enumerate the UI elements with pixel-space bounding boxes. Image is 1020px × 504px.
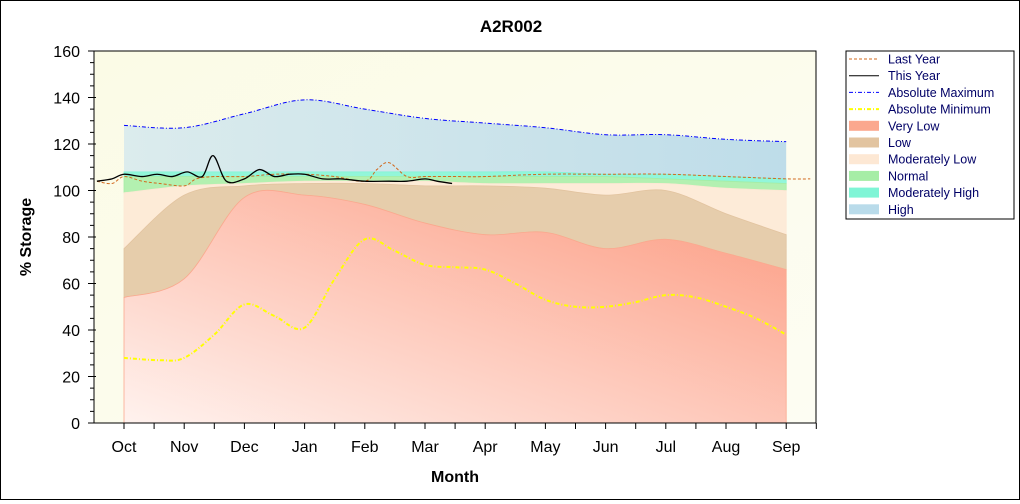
- series-absolute-maximum: [123, 99, 787, 143]
- x-tick-label: Jan: [292, 439, 318, 456]
- y-axis-label: % Storage: [18, 198, 35, 276]
- x-tick-label: Dec: [230, 439, 258, 456]
- y-tick-label: 140: [53, 91, 80, 108]
- legend: Last Year This Year Absolute Maximum Absolu…: [845, 50, 1015, 220]
- x-axis-label: Month: [431, 469, 479, 486]
- legend-swatch: [849, 154, 879, 165]
- legend-label: Normal: [888, 169, 928, 183]
- legend-label: Low: [888, 136, 912, 150]
- x-tick-label: Nov: [170, 439, 198, 456]
- x-tick-label: Jul: [656, 439, 676, 456]
- x-tick-label: Sep: [772, 439, 801, 456]
- y-tick-label: 120: [53, 137, 80, 154]
- legend-label: This Year: [888, 69, 940, 83]
- series-absolute-minimum: [123, 237, 787, 362]
- legend-swatch: [849, 204, 879, 215]
- x-tick-label: Mar: [411, 439, 439, 456]
- x-tick-label: Feb: [351, 439, 379, 456]
- legend-swatch: [849, 137, 879, 148]
- x-tick-label: Jun: [593, 439, 619, 456]
- legend-label: Absolute Minimum: [888, 103, 991, 117]
- legend-label: High: [888, 203, 914, 217]
- legend-swatch: [849, 170, 879, 181]
- legend-label: Absolute Maximum: [888, 86, 994, 100]
- legend-swatch: [849, 187, 879, 198]
- legend-label: Very Low: [888, 119, 940, 133]
- series-this-year: [96, 154, 453, 185]
- legend-label: Moderately High: [888, 186, 979, 200]
- x-tick-label: Aug: [712, 439, 740, 456]
- legend-swatch: [849, 120, 879, 131]
- legend-label: Last Year: [888, 53, 940, 67]
- band-high: [124, 99, 787, 179]
- y-tick-label: 0: [71, 416, 80, 433]
- y-tick-label: 60: [62, 277, 80, 294]
- legend-label: Moderately Low: [888, 153, 977, 167]
- x-tick-label: May: [530, 439, 560, 456]
- y-tick-label: 100: [53, 184, 80, 201]
- y-tick-label: 80: [62, 230, 80, 247]
- x-tick-label: Oct: [112, 439, 137, 456]
- y-tick-label: 40: [62, 323, 80, 340]
- x-tick-label: Apr: [473, 439, 499, 456]
- y-tick-label: 160: [53, 44, 80, 61]
- series-last-year: [96, 161, 811, 187]
- chart-title: A2R002: [480, 17, 542, 36]
- y-tick-label: 20: [62, 370, 80, 387]
